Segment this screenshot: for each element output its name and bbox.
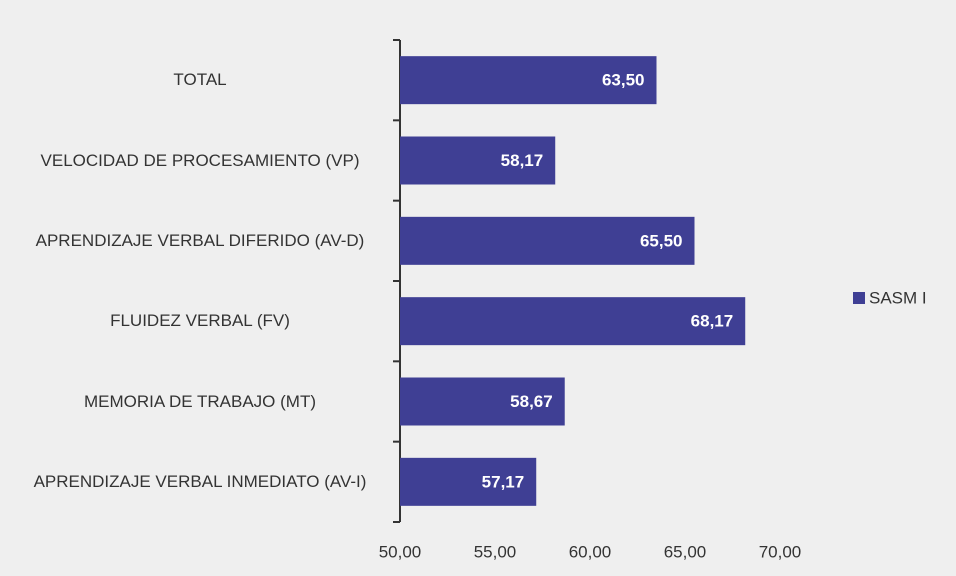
data-label: 57,17: [482, 472, 525, 491]
x-tick-label: 50,00: [379, 542, 422, 561]
bar: [400, 457, 537, 506]
data-label: 58,17: [501, 151, 544, 170]
y-tick-label: FLUIDEZ VERBAL (FV): [110, 311, 290, 331]
data-label: 65,50: [640, 231, 683, 250]
x-tick-label: 70,00: [759, 542, 802, 561]
y-tick-label: APRENDIZAJE VERBAL INMEDIATO (AV-I): [33, 471, 367, 491]
data-label: 63,50: [602, 71, 645, 90]
y-tick-label: MEMORIA DE TRABAJO (MT): [83, 391, 317, 411]
data-label: 58,67: [510, 392, 553, 411]
y-tick-label: APRENDIZAJE VERBAL DIFERIDO (AV-D): [35, 230, 365, 250]
y-tick-label: TOTAL: [173, 70, 227, 90]
bar: [400, 216, 695, 265]
bar: [400, 56, 657, 105]
data-label: 68,17: [691, 312, 734, 331]
y-tick-label: VELOCIDAD DE PROCESAMIENTO (VP): [40, 150, 360, 170]
legend-swatch: [853, 292, 865, 304]
bar: [400, 136, 556, 185]
x-tick-label: 55,00: [474, 542, 517, 561]
bar: [400, 377, 565, 426]
x-tick-label: 60,00: [569, 542, 612, 561]
x-tick-label: 65,00: [664, 542, 707, 561]
bar: [400, 297, 746, 346]
legend-label: SASM I: [869, 288, 927, 307]
